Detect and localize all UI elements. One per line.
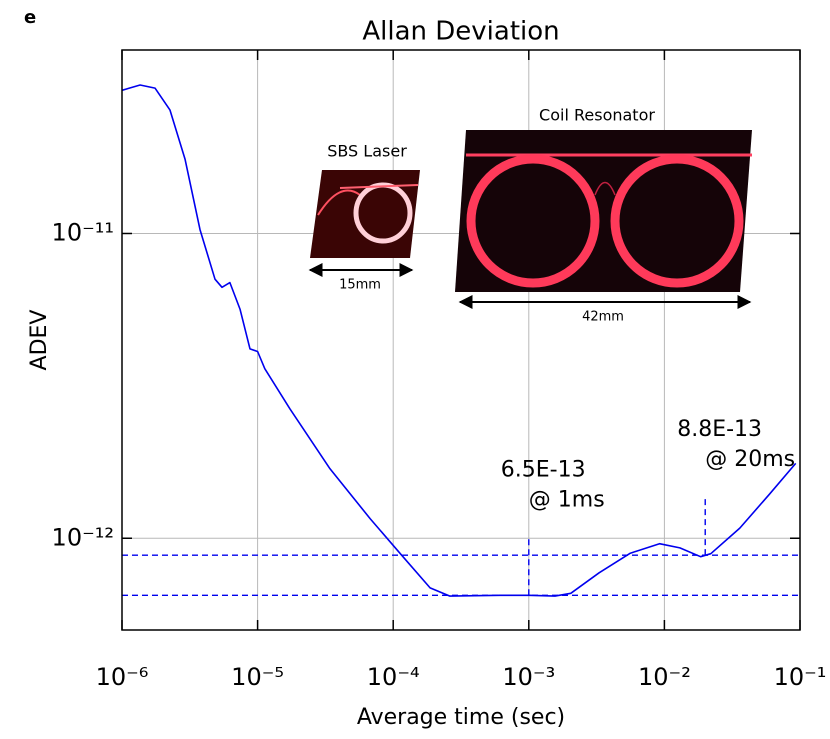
inset-scale: 15mm: [339, 278, 381, 293]
x-tick-label: 10⁻⁵: [231, 663, 284, 691]
plot: 6.5E-13 @ 1ms 8.8E-13 @ 20ms: [121, 50, 801, 630]
inset-title: SBS Laser: [327, 142, 407, 161]
inset-title: Coil Resonator: [539, 106, 655, 125]
annotation: 6.5E-13: [501, 457, 586, 482]
panel-label: e: [24, 7, 36, 28]
sbs-photo: [310, 170, 420, 258]
x-tick-label: 10⁻²: [638, 663, 691, 691]
y-tick-label: 10⁻¹²: [52, 523, 114, 551]
x-axis-label: Average time (sec): [357, 705, 565, 730]
x-tick-label: 10⁻¹: [774, 663, 827, 691]
plot-frame: [121, 49, 801, 631]
annotation: @ 1ms: [529, 487, 605, 512]
annotation: @ 20ms: [705, 447, 795, 472]
chart-title: Allan Deviation: [362, 17, 559, 47]
x-tick-label: 10⁻³: [502, 663, 555, 691]
x-tick-label: 10⁻⁴: [367, 663, 420, 691]
inset-scale: 42mm: [582, 310, 624, 325]
x-tick-label: 10⁻⁶: [96, 663, 149, 691]
coil-photo: [455, 130, 752, 292]
data-line: [121, 84, 797, 597]
y-axis-label: ADEV: [27, 310, 52, 371]
y-tick-label: 10⁻¹¹: [52, 218, 114, 246]
annotation: 8.8E-13: [677, 417, 762, 442]
